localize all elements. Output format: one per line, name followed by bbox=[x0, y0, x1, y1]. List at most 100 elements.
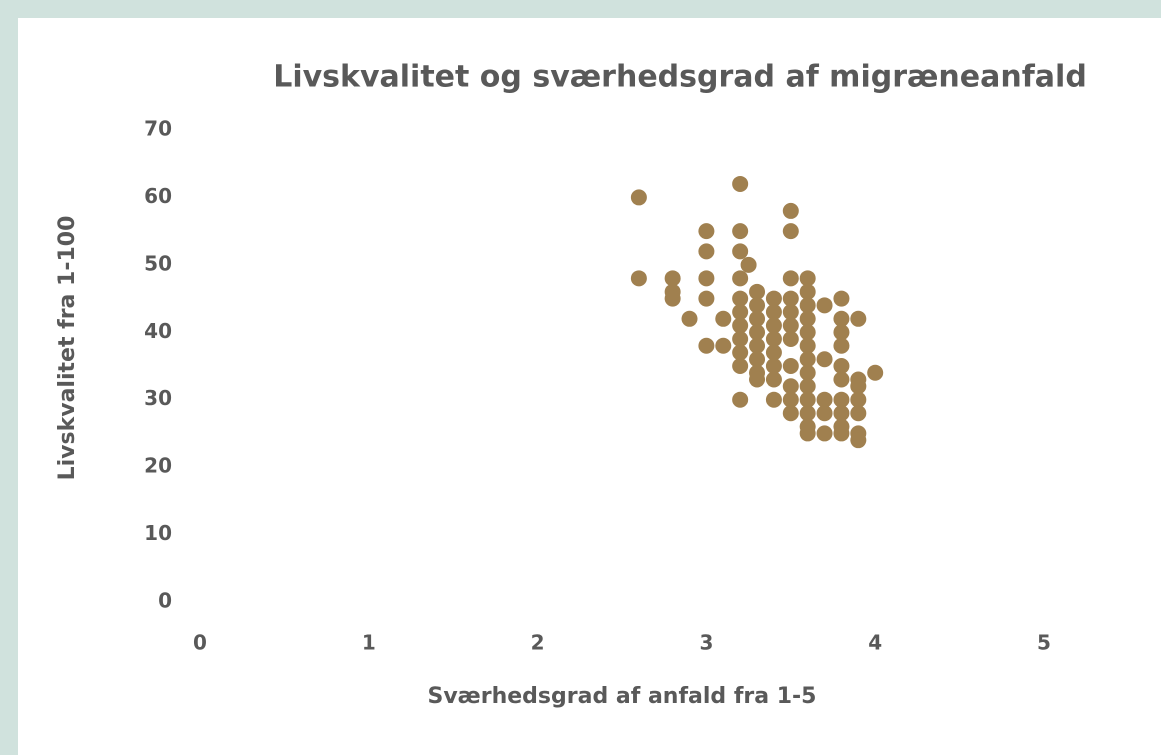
point bbox=[732, 358, 749, 374]
point bbox=[732, 223, 749, 240]
point bbox=[799, 283, 816, 300]
point bbox=[799, 405, 816, 422]
point bbox=[765, 344, 782, 361]
point bbox=[799, 297, 816, 314]
point bbox=[715, 310, 732, 327]
point bbox=[816, 405, 833, 422]
y-tick-label: 50 bbox=[144, 251, 172, 275]
point bbox=[833, 358, 850, 374]
point bbox=[833, 425, 850, 442]
point bbox=[698, 270, 715, 287]
point bbox=[630, 270, 647, 287]
point bbox=[732, 391, 749, 408]
point bbox=[782, 270, 799, 287]
point bbox=[664, 270, 681, 287]
point bbox=[765, 290, 782, 307]
x-tick-label: 3 bbox=[699, 631, 713, 655]
point bbox=[799, 364, 816, 381]
point bbox=[799, 378, 816, 395]
point bbox=[833, 290, 850, 307]
x-tick-label: 4 bbox=[868, 631, 882, 655]
point bbox=[799, 270, 816, 287]
point bbox=[749, 310, 766, 327]
point bbox=[833, 337, 850, 354]
chart-area bbox=[18, 18, 1161, 755]
point bbox=[765, 331, 782, 348]
y-tick-label: 10 bbox=[144, 521, 172, 545]
y-tick-label: 40 bbox=[144, 319, 172, 343]
point bbox=[782, 331, 799, 348]
point bbox=[732, 331, 749, 348]
point bbox=[782, 223, 799, 240]
point bbox=[782, 202, 799, 219]
point bbox=[715, 337, 732, 354]
point bbox=[833, 391, 850, 408]
point bbox=[630, 189, 647, 206]
point bbox=[816, 425, 833, 442]
point bbox=[782, 378, 799, 395]
point bbox=[749, 283, 766, 300]
point bbox=[850, 378, 867, 395]
y-tick-label: 30 bbox=[144, 386, 172, 410]
point bbox=[816, 391, 833, 408]
point bbox=[732, 270, 749, 287]
point bbox=[782, 358, 799, 374]
point bbox=[833, 324, 850, 341]
y-tick-label: 60 bbox=[144, 184, 172, 208]
point bbox=[782, 391, 799, 408]
point bbox=[816, 351, 833, 368]
point bbox=[782, 405, 799, 422]
chart-title: Livskvalitet og sværhedsgrad af migrænea… bbox=[273, 60, 1087, 95]
point bbox=[850, 405, 867, 422]
point bbox=[732, 304, 749, 321]
point bbox=[833, 310, 850, 327]
point bbox=[698, 243, 715, 260]
x-tick-label: 0 bbox=[193, 631, 207, 655]
point bbox=[740, 256, 757, 273]
point bbox=[749, 371, 766, 388]
point bbox=[850, 432, 867, 449]
point bbox=[749, 351, 766, 368]
point bbox=[698, 290, 715, 307]
point bbox=[765, 304, 782, 321]
y-tick-label: 0 bbox=[158, 589, 172, 613]
point bbox=[765, 371, 782, 388]
point bbox=[749, 297, 766, 314]
point bbox=[681, 310, 698, 327]
point bbox=[749, 337, 766, 354]
point bbox=[732, 344, 749, 361]
point bbox=[850, 391, 867, 408]
point bbox=[816, 297, 833, 314]
y-tick-label: 70 bbox=[144, 117, 172, 141]
point bbox=[799, 324, 816, 341]
point bbox=[732, 290, 749, 307]
point bbox=[732, 243, 749, 260]
point bbox=[765, 317, 782, 334]
x-tick-label: 5 bbox=[1037, 631, 1051, 655]
point bbox=[799, 310, 816, 327]
point bbox=[799, 391, 816, 408]
point bbox=[799, 337, 816, 354]
point bbox=[732, 175, 749, 192]
y-tick-label: 20 bbox=[144, 454, 172, 478]
point bbox=[833, 371, 850, 388]
point bbox=[782, 317, 799, 334]
point bbox=[782, 304, 799, 321]
point bbox=[698, 223, 715, 240]
point bbox=[765, 391, 782, 408]
y-axis-label: Livskvalitet fra 1-100 bbox=[55, 216, 80, 481]
point bbox=[765, 358, 782, 374]
point bbox=[799, 425, 816, 442]
point bbox=[833, 405, 850, 422]
point bbox=[749, 324, 766, 341]
point bbox=[732, 317, 749, 334]
x-tick-label: 1 bbox=[362, 631, 376, 655]
x-tick-label: 2 bbox=[531, 631, 545, 655]
x-axis-label: Sværhedsgrad af anfald fra 1-5 bbox=[428, 684, 817, 709]
point bbox=[850, 310, 867, 327]
point bbox=[799, 351, 816, 368]
point bbox=[698, 337, 715, 354]
point bbox=[782, 290, 799, 307]
